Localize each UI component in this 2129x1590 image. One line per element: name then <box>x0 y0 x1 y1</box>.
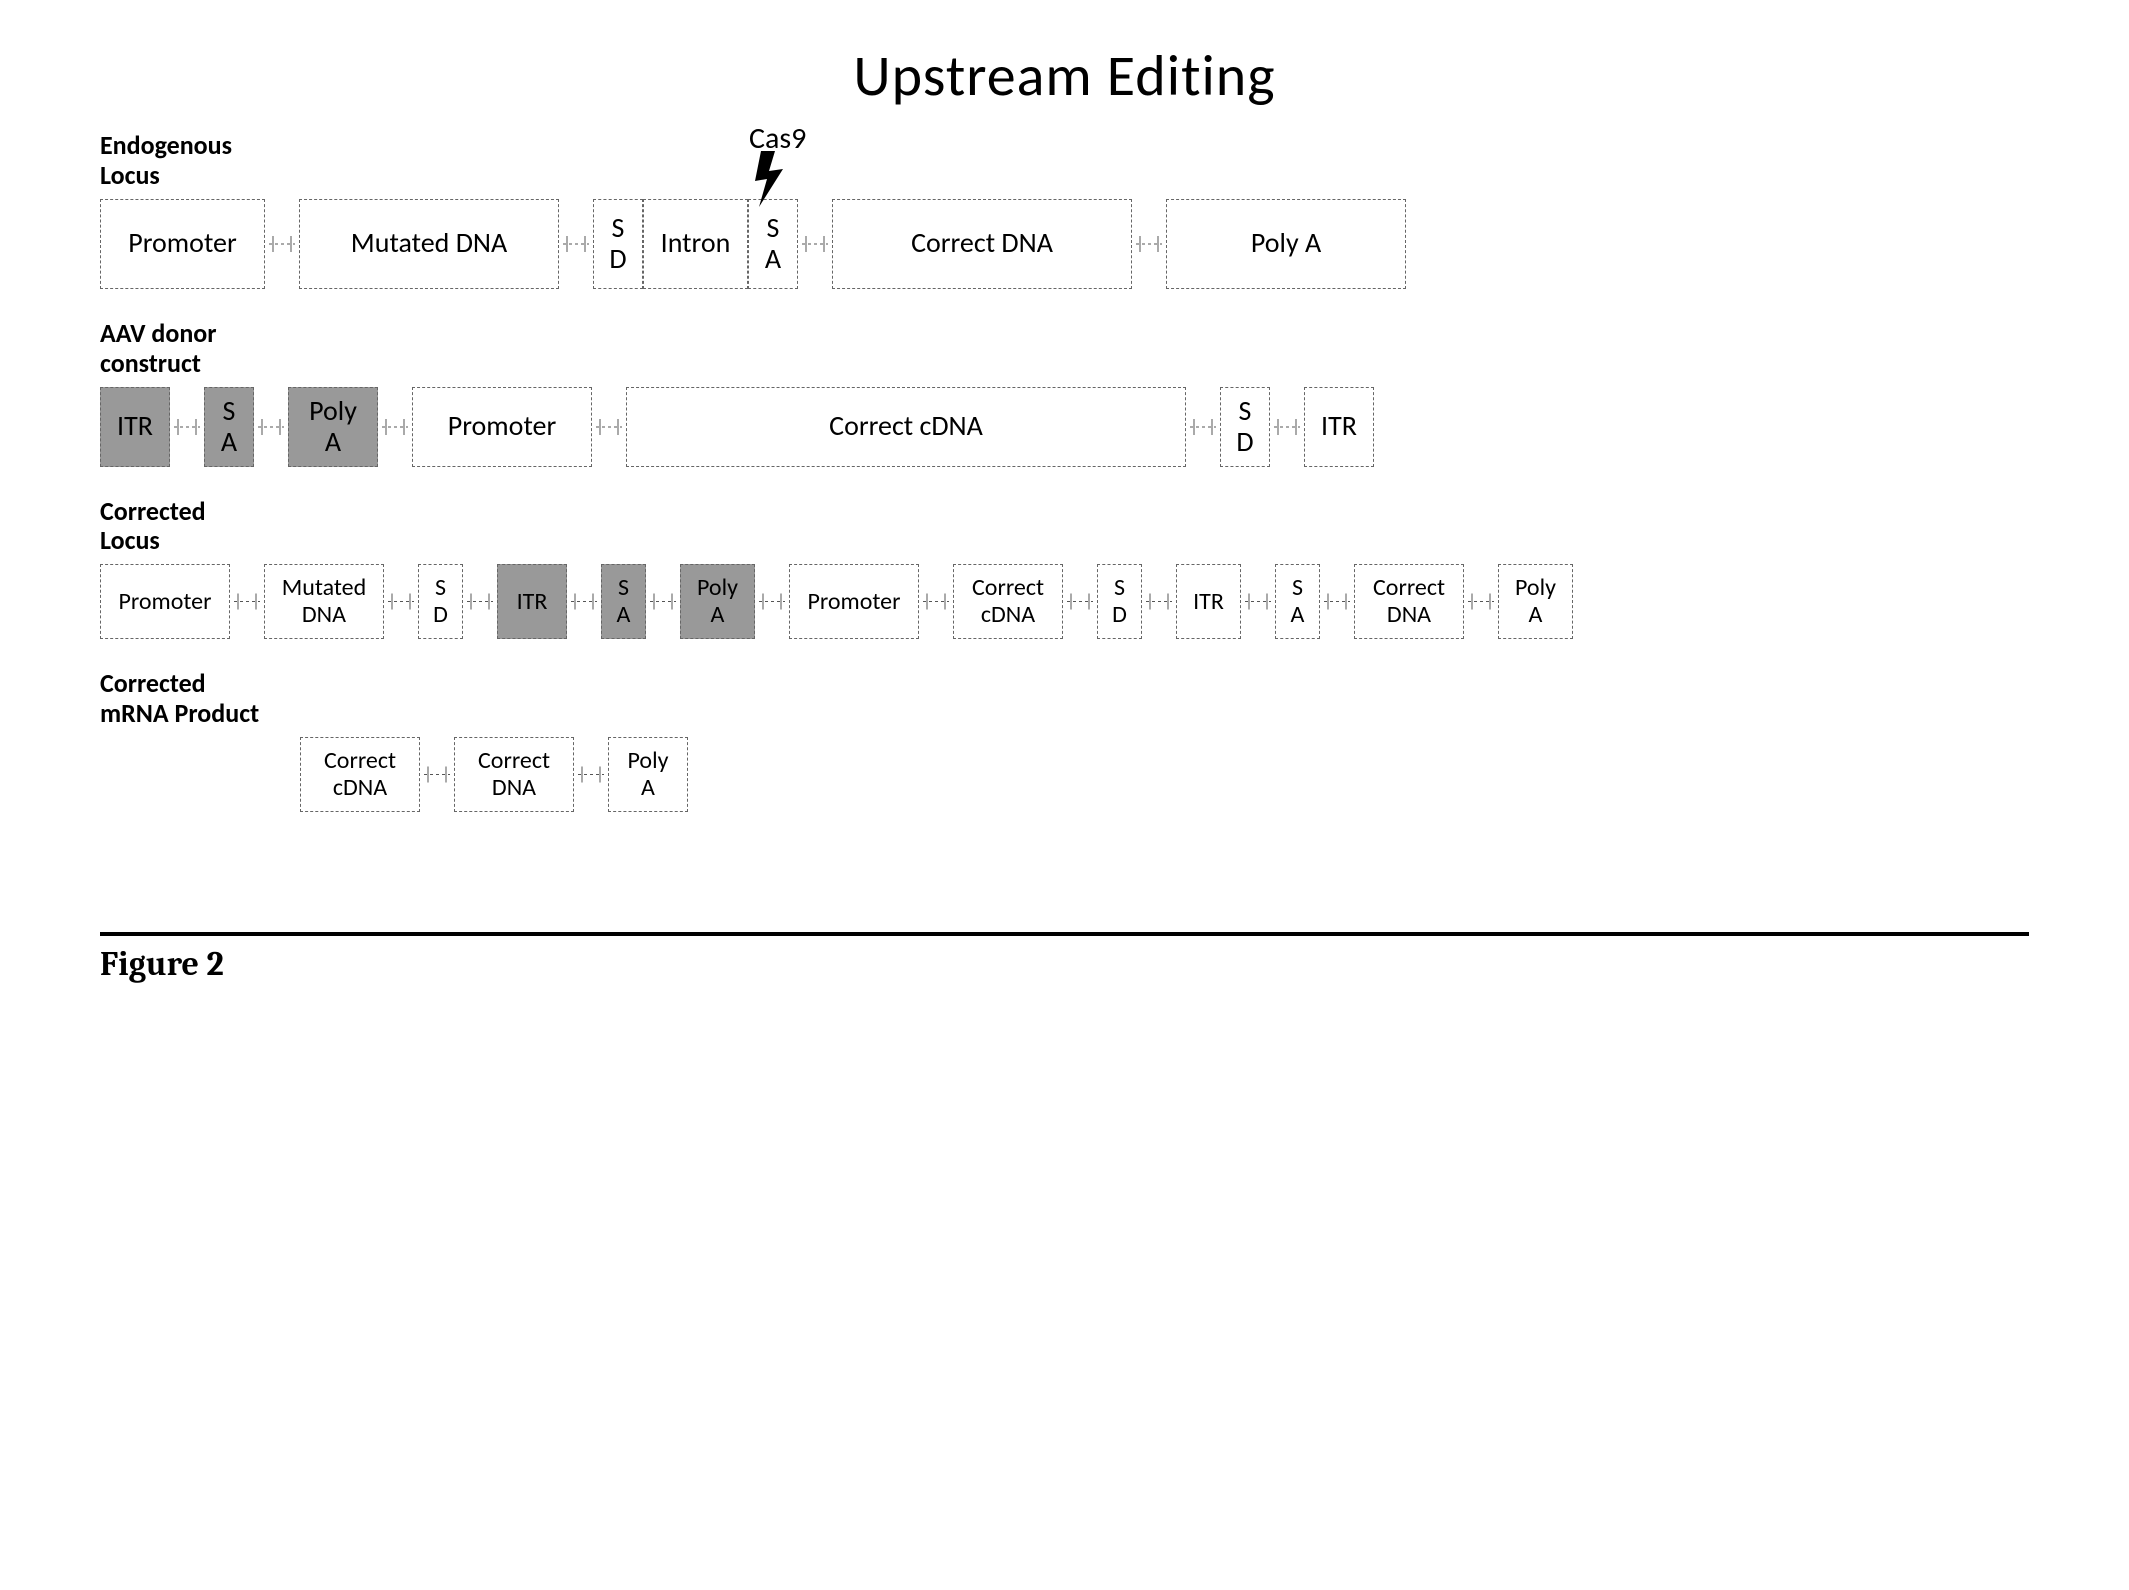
gene-box: CorrectcDNA <box>953 564 1063 639</box>
connector <box>1186 387 1220 467</box>
figure-rule <box>100 932 2029 936</box>
gene-box: SD <box>418 564 463 639</box>
connector <box>230 564 264 639</box>
gene-box: SD <box>593 199 643 289</box>
connector <box>1320 564 1354 639</box>
section-label: CorrectedmRNA Product <box>100 669 2029 729</box>
connector <box>755 564 789 639</box>
connector <box>1464 564 1498 639</box>
connector <box>1142 564 1176 639</box>
gene-box: ITR <box>1176 564 1241 639</box>
connector <box>1063 564 1097 639</box>
gene-box: Promoter <box>789 564 919 639</box>
gene-box: Mutated DNA <box>299 199 559 289</box>
gene-box: Correct DNA <box>832 199 1132 289</box>
gene-box: CorrectcDNA <box>300 737 420 812</box>
gene-box: Poly A <box>1166 199 1406 289</box>
gene-box: Intron <box>643 199 748 289</box>
gene-box: Correct cDNA <box>626 387 1186 467</box>
gene-box: Promoter <box>100 564 230 639</box>
connector <box>567 564 601 639</box>
connector <box>798 199 832 289</box>
gene-box: SA <box>1275 564 1320 639</box>
connector <box>254 387 288 467</box>
connector <box>559 199 593 289</box>
connector <box>1132 199 1166 289</box>
gene-box: ITR <box>1304 387 1374 467</box>
construct-row: CorrectcDNA CorrectDNA PolyA <box>100 737 2029 812</box>
gene-box: PolyA <box>608 737 688 812</box>
connector <box>1270 387 1304 467</box>
construct-row: Promoter MutatedDNA SD ITR SA PolyA Prom… <box>100 564 2029 639</box>
gene-box: PolyA <box>1498 564 1573 639</box>
gene-box: SA <box>601 564 646 639</box>
section-label: CorrectedLocus <box>100 497 2029 557</box>
gene-box: SD <box>1097 564 1142 639</box>
gene-box: Promoter <box>412 387 592 467</box>
connector <box>574 737 608 812</box>
construct-row: ITR SA PolyA Promoter Correct cDNA SD IT… <box>100 387 2029 467</box>
gene-box: SACas9 <box>748 199 798 289</box>
construct-row: Promoter Mutated DNA SDIntronSACas9 Corr… <box>100 199 2029 289</box>
connector <box>384 564 418 639</box>
gene-box: SD <box>1220 387 1270 467</box>
gene-box: PolyA <box>288 387 378 467</box>
gene-box: CorrectDNA <box>1354 564 1464 639</box>
section-label: AAV donorconstruct <box>100 319 2029 379</box>
connector <box>170 387 204 467</box>
gene-box: PolyA <box>680 564 755 639</box>
connector <box>919 564 953 639</box>
figure-caption: Figure 2 <box>100 944 2029 984</box>
connector <box>378 387 412 467</box>
gene-box: ITR <box>497 564 567 639</box>
connector <box>1241 564 1275 639</box>
connector <box>646 564 680 639</box>
gene-box: CorrectDNA <box>454 737 574 812</box>
figure-title: Upstream Editing <box>100 40 2029 111</box>
connector <box>463 564 497 639</box>
connector <box>592 387 626 467</box>
gene-box: SA <box>204 387 254 467</box>
gene-box: MutatedDNA <box>264 564 384 639</box>
connector <box>265 199 299 289</box>
gene-box: ITR <box>100 387 170 467</box>
section-label: EndogenousLocus <box>100 131 2029 191</box>
connector <box>420 737 454 812</box>
gene-box: Promoter <box>100 199 265 289</box>
